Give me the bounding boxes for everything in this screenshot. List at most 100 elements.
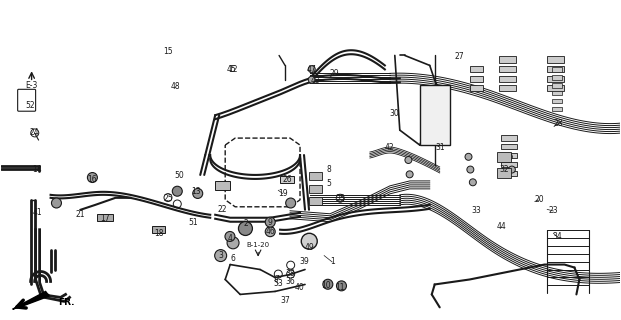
- Bar: [546, 56, 564, 63]
- Text: 19: 19: [278, 189, 288, 198]
- Bar: [497, 168, 510, 178]
- Text: 3: 3: [218, 251, 223, 260]
- Circle shape: [227, 237, 239, 249]
- Bar: [546, 66, 564, 72]
- Text: 4: 4: [227, 234, 232, 243]
- Bar: [153, 226, 165, 233]
- Circle shape: [406, 171, 413, 178]
- Circle shape: [465, 153, 472, 160]
- Text: 15: 15: [163, 47, 173, 56]
- Circle shape: [509, 166, 515, 173]
- Bar: [309, 185, 322, 193]
- Text: B-1-20: B-1-20: [247, 242, 270, 248]
- Text: 33: 33: [472, 206, 481, 215]
- Text: 26: 26: [282, 175, 292, 184]
- Bar: [553, 75, 562, 80]
- Bar: [280, 176, 294, 183]
- Text: 52: 52: [25, 101, 35, 110]
- Bar: [309, 197, 322, 205]
- Text: 16: 16: [88, 175, 97, 184]
- Bar: [309, 172, 322, 180]
- Text: 46: 46: [265, 227, 275, 236]
- Text: 12: 12: [229, 65, 238, 74]
- Text: 31: 31: [436, 143, 445, 152]
- Circle shape: [505, 153, 512, 160]
- Circle shape: [225, 231, 235, 242]
- Bar: [499, 76, 516, 82]
- Text: 29: 29: [329, 69, 339, 78]
- Bar: [546, 85, 564, 92]
- Circle shape: [88, 172, 97, 182]
- Bar: [501, 162, 517, 167]
- Text: 32: 32: [499, 165, 509, 174]
- Text: 28: 28: [553, 119, 563, 128]
- Text: 45: 45: [226, 65, 236, 74]
- Text: 53: 53: [273, 279, 283, 288]
- Text: 10: 10: [321, 281, 331, 290]
- Bar: [215, 181, 230, 190]
- Text: 8: 8: [327, 165, 332, 174]
- Bar: [501, 153, 517, 158]
- Bar: [499, 85, 516, 92]
- Text: 44: 44: [496, 222, 506, 231]
- Text: 37: 37: [281, 296, 291, 305]
- Bar: [553, 83, 562, 87]
- Bar: [470, 76, 483, 82]
- Bar: [499, 56, 516, 63]
- Bar: [553, 91, 562, 95]
- Text: FR.: FR.: [58, 298, 75, 307]
- Bar: [470, 66, 483, 72]
- Circle shape: [308, 76, 315, 83]
- Text: 7: 7: [274, 275, 279, 284]
- Bar: [553, 99, 562, 103]
- Text: 14: 14: [32, 165, 42, 174]
- Text: 48: 48: [171, 82, 180, 91]
- Bar: [420, 85, 450, 145]
- Bar: [97, 214, 112, 220]
- Circle shape: [215, 250, 227, 261]
- Bar: [553, 107, 562, 111]
- Text: 9: 9: [268, 218, 273, 227]
- Text: 21: 21: [75, 210, 84, 219]
- Bar: [501, 144, 517, 149]
- Text: 2: 2: [243, 219, 248, 228]
- Circle shape: [265, 217, 275, 227]
- Bar: [499, 66, 516, 72]
- Bar: [501, 135, 517, 140]
- Circle shape: [286, 198, 296, 208]
- Text: 5: 5: [327, 180, 332, 188]
- Text: 22: 22: [218, 205, 227, 214]
- Text: 30: 30: [389, 109, 399, 118]
- Circle shape: [405, 156, 412, 164]
- Text: 47: 47: [307, 65, 317, 74]
- Text: 51: 51: [188, 218, 197, 227]
- Circle shape: [323, 279, 333, 289]
- Text: 41: 41: [33, 208, 43, 217]
- Text: 13: 13: [191, 188, 201, 196]
- Text: E-3: E-3: [25, 81, 38, 90]
- Text: 11: 11: [335, 283, 345, 292]
- Text: 24: 24: [30, 128, 40, 137]
- Text: 35: 35: [335, 194, 345, 203]
- Text: 43: 43: [310, 76, 320, 85]
- Text: 6: 6: [230, 254, 235, 263]
- Bar: [497, 152, 510, 162]
- Circle shape: [265, 227, 275, 237]
- Circle shape: [193, 188, 202, 198]
- Text: 49: 49: [304, 243, 314, 252]
- Text: 34: 34: [552, 232, 562, 241]
- Bar: [546, 76, 564, 82]
- Text: 1: 1: [330, 258, 335, 267]
- Circle shape: [308, 66, 315, 73]
- Text: 38: 38: [286, 268, 296, 278]
- Circle shape: [469, 179, 476, 186]
- Bar: [553, 67, 562, 72]
- Text: 42: 42: [385, 143, 394, 152]
- Circle shape: [467, 166, 474, 173]
- Text: 39: 39: [299, 258, 309, 267]
- Text: 23: 23: [548, 206, 558, 215]
- Circle shape: [52, 198, 61, 208]
- Circle shape: [337, 281, 347, 291]
- Bar: [501, 171, 517, 176]
- Circle shape: [301, 233, 317, 249]
